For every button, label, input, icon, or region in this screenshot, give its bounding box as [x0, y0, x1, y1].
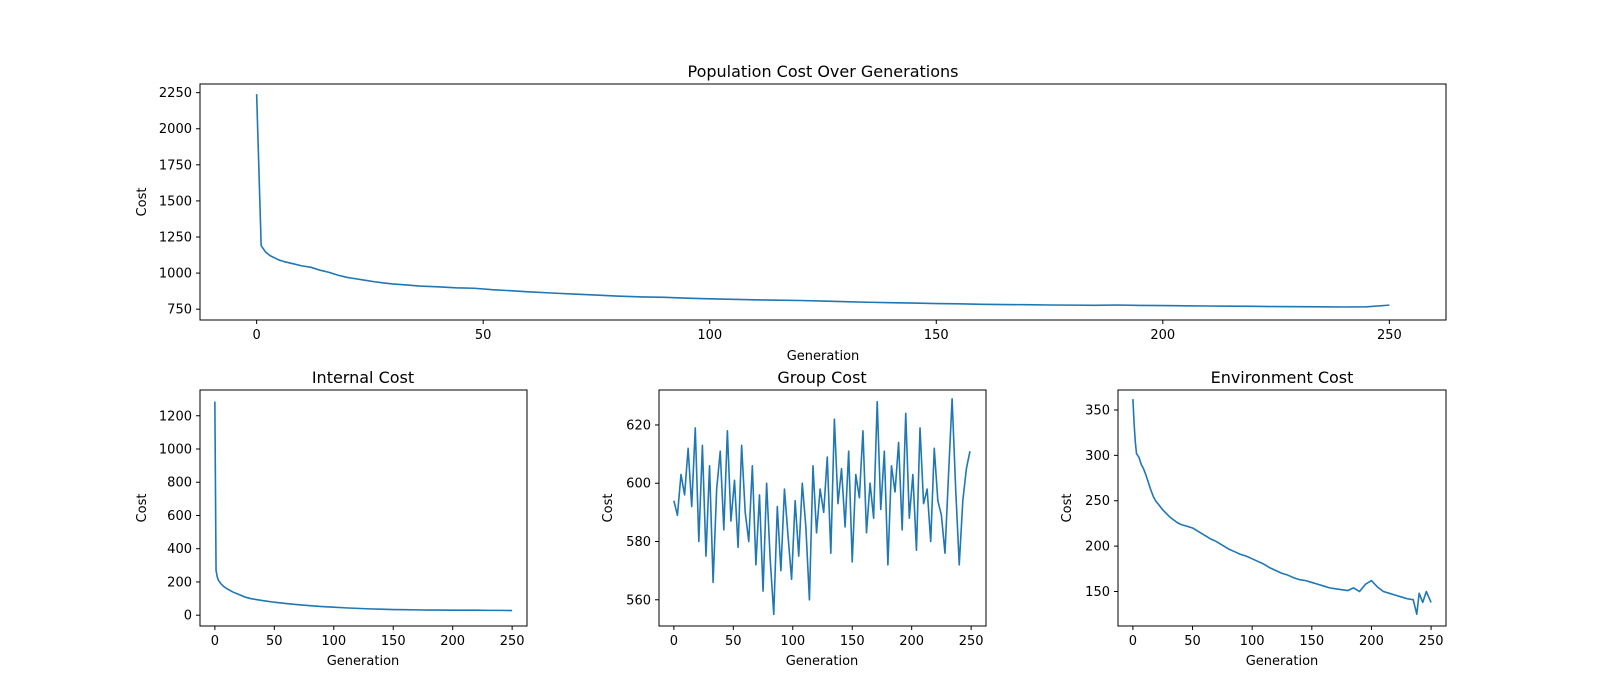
series-line — [673, 397, 971, 616]
x-tick-label: 100 — [1240, 634, 1265, 649]
x-tick-label: 150 — [840, 634, 865, 649]
y-axis-label: Cost — [135, 188, 150, 217]
y-tick-label: 150 — [1085, 585, 1110, 600]
y-tick-label: 200 — [167, 575, 192, 590]
x-tick-label: 50 — [475, 328, 492, 343]
y-tick-label: 750 — [167, 303, 192, 318]
x-tick-label: 50 — [266, 634, 283, 649]
y-tick-label: 600 — [626, 477, 651, 492]
y-tick-label: 2250 — [159, 86, 192, 101]
x-tick-label: 50 — [1184, 634, 1201, 649]
y-tick-label: 1200 — [159, 409, 192, 424]
x-tick-label: 50 — [725, 634, 742, 649]
x-tick-label: 150 — [924, 328, 949, 343]
x-axis-label: Generation — [327, 654, 400, 669]
x-axis-label: Generation — [1246, 654, 1319, 669]
chart-title: Environment Cost — [1211, 368, 1354, 387]
plot-frame — [199, 83, 1447, 321]
y-tick-label: 1750 — [159, 158, 192, 173]
chart-title: Population Cost Over Generations — [688, 62, 959, 81]
y-axis-label: Cost — [1060, 494, 1075, 523]
series-line — [255, 94, 1390, 308]
y-tick-label: 400 — [167, 542, 192, 557]
y-tick-label: 580 — [626, 535, 651, 550]
x-axis-label: Generation — [786, 654, 859, 669]
plot-frame — [199, 389, 528, 627]
y-tick-label: 350 — [1085, 403, 1110, 418]
x-tick-label: 100 — [321, 634, 346, 649]
chart-environment-cost: Environment Cost Generation Cost 0 50 100 1… — [1060, 368, 1447, 669]
x-tick-label: 150 — [1299, 634, 1324, 649]
plot-frame — [658, 389, 987, 627]
y-tick-label: 1000 — [159, 267, 192, 282]
chart-group-cost: Group Cost Generation Cost 0 50 100 150 200 2… — [601, 368, 987, 669]
series-line — [1132, 399, 1432, 616]
plot-frame — [1117, 389, 1447, 627]
y-tick-label: 2000 — [159, 122, 192, 137]
y-tick-label: 800 — [167, 476, 192, 491]
y-tick-label: 200 — [1085, 540, 1110, 555]
y-tick-label: 300 — [1085, 449, 1110, 464]
x-tick-label: 250 — [1377, 328, 1402, 343]
chart-population-cost: Population Cost Over Generations Generat… — [135, 62, 1447, 364]
x-tick-label: 250 — [500, 634, 525, 649]
x-tick-label: 200 — [1150, 328, 1175, 343]
x-tick-label: 100 — [780, 634, 805, 649]
x-tick-label: 100 — [697, 328, 722, 343]
x-tick-label: 0 — [670, 634, 678, 649]
chart-title: Group Cost — [777, 368, 866, 387]
y-tick-label: 250 — [1085, 494, 1110, 509]
y-tick-label: 1250 — [159, 231, 192, 246]
x-tick-label: 0 — [252, 328, 260, 343]
x-tick-label: 0 — [211, 634, 219, 649]
chart-internal-cost: Internal Cost Generation Cost 0 50 100 150 2… — [135, 368, 528, 669]
x-tick-label: 0 — [1129, 634, 1137, 649]
y-tick-label: 600 — [167, 509, 192, 524]
x-axis-label: Generation — [787, 349, 860, 364]
x-tick-label: 200 — [899, 634, 924, 649]
chart-title: Internal Cost — [312, 368, 414, 387]
y-tick-label: 1000 — [159, 443, 192, 458]
y-tick-label: 1500 — [159, 194, 192, 209]
y-axis-label: Cost — [601, 494, 616, 523]
x-tick-label: 150 — [381, 634, 406, 649]
series-line — [214, 401, 513, 612]
y-tick-label: 560 — [626, 593, 651, 608]
x-tick-label: 200 — [440, 634, 465, 649]
x-tick-label: 200 — [1359, 634, 1384, 649]
y-tick-label: 620 — [626, 418, 651, 433]
x-tick-label: 250 — [959, 634, 984, 649]
y-axis-label: Cost — [135, 494, 150, 523]
y-tick-label: 0 — [184, 609, 192, 624]
x-tick-label: 250 — [1419, 634, 1444, 649]
